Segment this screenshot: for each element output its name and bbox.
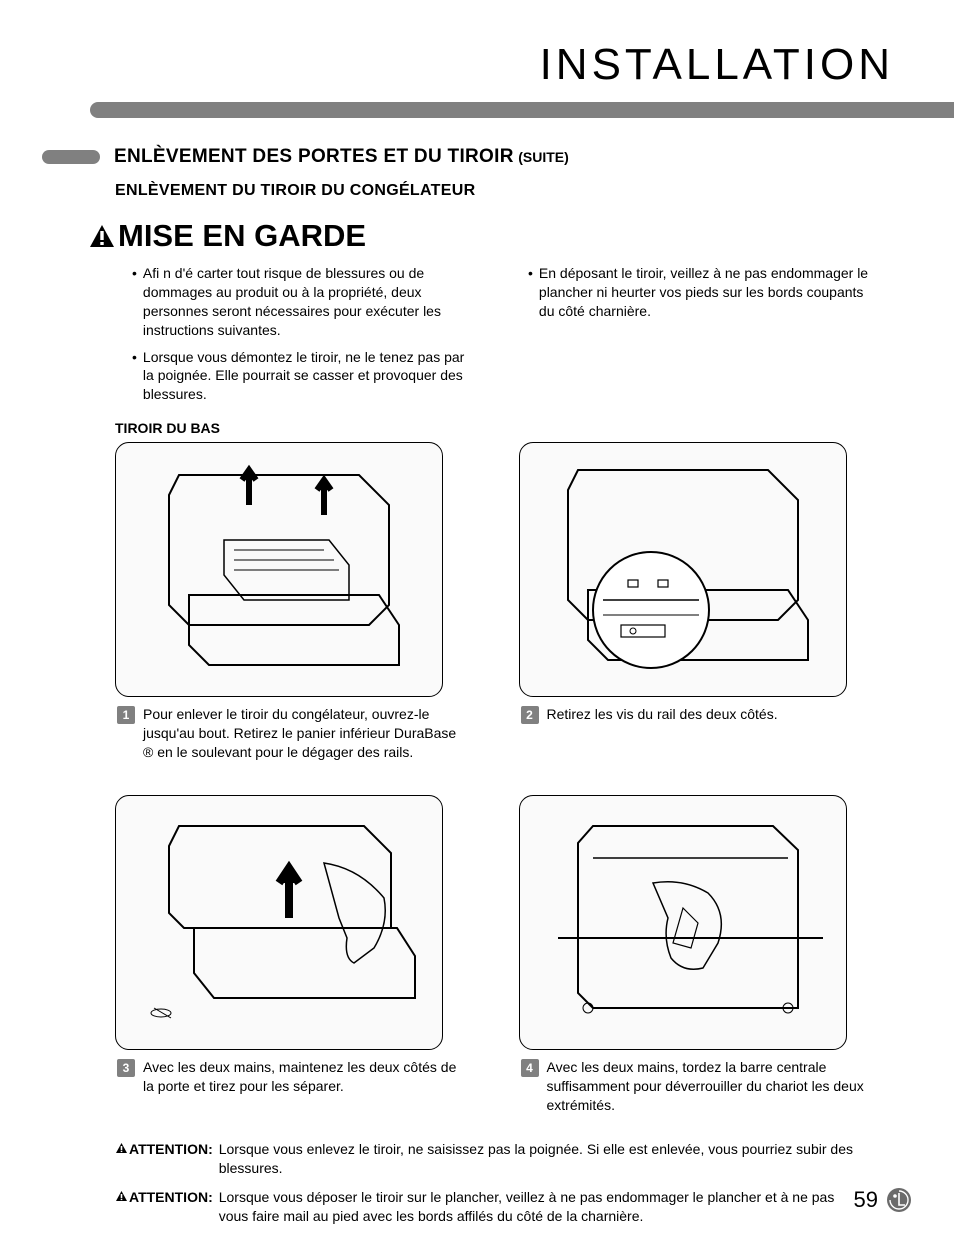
section-bullet xyxy=(42,150,100,164)
warning-triangle-icon xyxy=(88,223,116,249)
warning-triangle-icon xyxy=(115,1190,128,1202)
section-title: ENLÈVEMENT DES PORTES ET DU TIROIR xyxy=(114,146,514,167)
header-title: INSTALLATION xyxy=(60,40,894,90)
lg-logo-icon xyxy=(886,1187,912,1213)
warning-bullet: En déposant le tiroir, veillez à ne pas … xyxy=(528,264,874,321)
sub-label: TIROIR DU BAS xyxy=(115,420,894,436)
step-caption-text: Avec les deux mains, tordez la barre cen… xyxy=(547,1058,865,1115)
attention-label-text: ATTENTION: xyxy=(129,1140,213,1159)
warning-triangle-icon xyxy=(115,1142,128,1154)
step-caption-text: Retirez les vis du rail des deux côtés. xyxy=(547,705,778,724)
step-2: 2 Retirez les vis du rail des deux côtés… xyxy=(519,442,865,777)
warning-col-right: En déposant le tiroir, veillez à ne pas … xyxy=(528,264,874,412)
subsection-title: ENLÈVEMENT DU TIROIR DU CONGÉLATEUR xyxy=(115,182,894,200)
step-2-diagram xyxy=(519,442,847,697)
attention-note: ATTENTION: Lorsque vous enlevez le tiroi… xyxy=(115,1140,864,1178)
header-divider-bar xyxy=(90,102,954,118)
section-heading-row: ENLÈVEMENT DES PORTES ET DU TIROIR (SUIT… xyxy=(42,146,894,168)
step-caption-text: Avec les deux mains, maintenez les deux … xyxy=(143,1058,461,1096)
step-1-diagram xyxy=(115,442,443,697)
step-4: 4 Avec les deux mains, tordez la barre c… xyxy=(519,795,865,1130)
step-1-caption: 1 Pour enlever le tiroir du congélateur,… xyxy=(117,705,461,777)
page-footer: 59 xyxy=(854,1187,912,1213)
step-1: 1 Pour enlever le tiroir du congélateur,… xyxy=(115,442,461,777)
warning-col-left: Afi n d'é carter tout risque de blessure… xyxy=(132,264,478,412)
step-4-diagram xyxy=(519,795,847,1050)
step-number-badge: 4 xyxy=(521,1059,539,1077)
steps-grid: 1 Pour enlever le tiroir du congélateur,… xyxy=(115,442,864,1130)
warning-title-text: MISE EN GARDE xyxy=(118,218,366,254)
attention-text: Lorsque vous déposer le tiroir sur le pl… xyxy=(219,1188,864,1226)
step-number-badge: 2 xyxy=(521,706,539,724)
step-number-badge: 3 xyxy=(117,1059,135,1077)
step-3-caption: 3 Avec les deux mains, maintenez les deu… xyxy=(117,1058,461,1130)
step-3: 3 Avec les deux mains, maintenez les deu… xyxy=(115,795,461,1130)
attention-label: ATTENTION: xyxy=(115,1140,213,1178)
section-title-suffix: (SUITE) xyxy=(518,149,569,165)
warning-heading: MISE EN GARDE xyxy=(88,218,894,254)
step-4-caption: 4 Avec les deux mains, tordez la barre c… xyxy=(521,1058,865,1130)
step-number-badge: 1 xyxy=(117,706,135,724)
warning-columns: Afi n d'é carter tout risque de blessure… xyxy=(132,264,874,412)
warning-bullet: Afi n d'é carter tout risque de blessure… xyxy=(132,264,478,340)
step-3-diagram xyxy=(115,795,443,1050)
step-caption-text: Pour enlever le tiroir du congélateur, o… xyxy=(143,705,461,762)
page-number: 59 xyxy=(854,1187,878,1213)
attention-text: Lorsque vous enlevez le tiroir, ne saisi… xyxy=(219,1140,864,1178)
attention-label: ATTENTION: xyxy=(115,1188,213,1226)
attention-block: ATTENTION: Lorsque vous enlevez le tiroi… xyxy=(115,1140,864,1226)
warning-bullet: Lorsque vous démontez le tiroir, ne le t… xyxy=(132,348,478,405)
step-2-caption: 2 Retirez les vis du rail des deux côtés… xyxy=(521,705,865,777)
attention-label-text: ATTENTION: xyxy=(129,1188,213,1207)
attention-note: ATTENTION: Lorsque vous déposer le tiroi… xyxy=(115,1188,864,1226)
